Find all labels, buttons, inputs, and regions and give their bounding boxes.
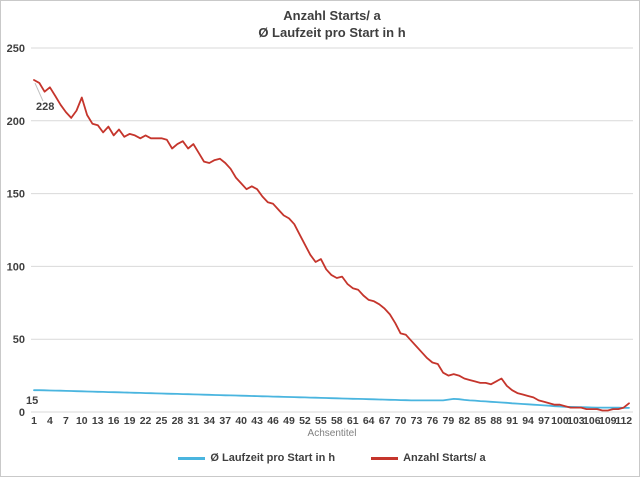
annotation-leader-line [34,82,44,102]
data-label: 15 [26,395,38,407]
x-tick-label: 43 [251,415,263,427]
x-tick-label: 46 [267,415,279,427]
y-tick-label: 50 [13,334,25,346]
x-tick-label: 85 [474,415,486,427]
x-tick-label: 88 [490,415,502,427]
x-tick-label: 7 [63,415,69,427]
x-tick-label: 79 [443,415,455,427]
x-tick-label: 76 [427,415,439,427]
x-tick-label: 16 [108,415,120,427]
x-tick-label: 82 [458,415,470,427]
x-tick-label: 22 [140,415,152,427]
x-tick-label: 34 [203,415,215,427]
x-tick-label: 73 [411,415,423,427]
x-tick-label: 58 [331,415,343,427]
legend-line-swatch [371,456,399,460]
legend-item: Ø Laufzeit pro Start in h [178,452,335,464]
x-tick-label: 100 [551,415,569,427]
x-tick-label: 37 [219,415,231,427]
y-tick-label: 100 [7,261,25,273]
x-tick-label: 4 [47,415,53,427]
x-tick-label: 97 [538,415,550,427]
x-tick-label: 103 [567,415,585,427]
chart-title-line2: Ø Laufzeit pro Start in h [258,25,406,40]
data-label: 228 [36,101,54,113]
legend-line-swatch [178,456,206,460]
series-line-0 [33,389,630,409]
x-tick-label: 13 [92,415,104,427]
x-tick-label: 10 [76,415,88,427]
legend: Ø Laufzeit pro Start in h Anzahl Starts/ … [31,452,633,464]
x-tick-label: 55 [315,415,327,427]
x-tick-label: 70 [395,415,407,427]
x-tick-label: 109 [599,415,617,427]
y-tick-label: 150 [7,189,25,201]
x-tick-label: 19 [124,415,136,427]
x-axis-title: Achsentitel [307,428,357,439]
y-tick-label: 200 [7,116,25,128]
y-tick-label: 250 [7,43,25,55]
x-tick-label: 28 [172,415,184,427]
legend-label: Ø Laufzeit pro Start in h [210,452,336,464]
legend-item: Anzahl Starts/ a [371,452,486,464]
y-tick-label: 0 [19,407,25,419]
chart-title: Anzahl Starts/ a Ø Laufzeit pro Start in… [31,7,633,41]
plot-area: 0 50 100 150 200 250 1 4 7 10 13 16 19 22 25 28 31 34 37 40… [7,43,633,427]
x-tick-label: 94 [522,415,534,427]
x-tick-label: 40 [235,415,247,427]
x-tick-label: 31 [188,415,200,427]
x-tick-label: 112 [615,415,632,427]
chart-title-line1: Anzahl Starts/ a [283,8,381,23]
x-tick-label: 91 [506,415,518,427]
x-tick-label: 61 [347,415,359,427]
x-tick-label: 49 [283,415,295,427]
x-tick-label: 64 [363,415,375,427]
x-tick-label: 67 [379,415,391,427]
x-tick-label: 25 [156,415,168,427]
legend-label: Anzahl Starts/ a [403,452,486,464]
x-tick-label: 106 [583,415,601,427]
series-line-1 [33,79,630,412]
x-tick-label: 1 [31,415,37,427]
x-tick-label: 52 [299,415,311,427]
